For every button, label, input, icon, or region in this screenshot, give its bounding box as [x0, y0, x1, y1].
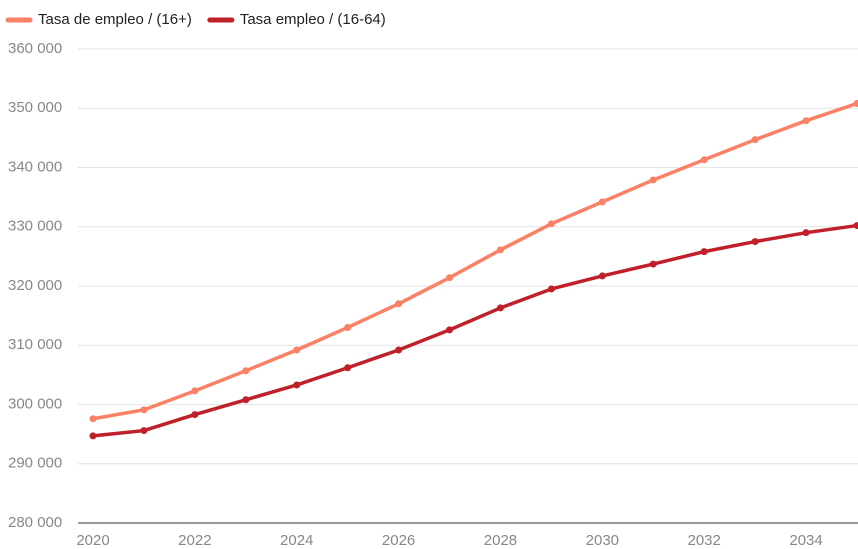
data-point [751, 238, 759, 246]
data-point [802, 117, 810, 125]
data-point [395, 300, 403, 308]
data-point [191, 411, 199, 419]
data-point [598, 272, 606, 280]
data-point [700, 248, 708, 256]
y-tick-label: 340 000 [8, 158, 62, 175]
data-point [446, 274, 454, 282]
data-point [446, 326, 454, 334]
data-point [89, 432, 97, 440]
data-point [496, 304, 504, 312]
y-tick-label: 320 000 [8, 277, 62, 294]
legend-label: Tasa empleo / (16-64) [240, 11, 386, 28]
y-tick-label: 360 000 [8, 40, 62, 57]
data-point [802, 229, 810, 237]
x-tick-label: 2020 [76, 532, 109, 549]
data-point [547, 285, 555, 293]
data-point [242, 396, 250, 404]
y-tick-label: 290 000 [8, 455, 62, 472]
data-point [89, 415, 97, 423]
data-point [751, 136, 759, 144]
x-tick-label: 2030 [586, 532, 619, 549]
series-line [92, 101, 858, 421]
data-point [496, 246, 504, 254]
data-point [700, 156, 708, 164]
data-point [140, 427, 148, 435]
x-tick-label: 2034 [789, 532, 822, 549]
data-point [547, 220, 555, 228]
data-point [853, 100, 858, 108]
data-point [598, 198, 606, 206]
y-tick-label: 350 000 [8, 99, 62, 116]
x-tick-label: 2022 [178, 532, 211, 549]
x-tick-label: 2024 [280, 532, 313, 549]
data-point [242, 367, 250, 375]
y-tick-label: 330 000 [8, 218, 62, 235]
data-point [395, 346, 403, 354]
series-line [92, 223, 858, 438]
data-point [191, 387, 199, 395]
y-tick-label: 280 000 [8, 514, 62, 531]
data-point [853, 222, 858, 230]
data-point [344, 364, 352, 372]
y-tick-label: 310 000 [8, 336, 62, 353]
data-point [140, 406, 148, 414]
x-tick-label: 2026 [382, 532, 415, 549]
x-tick-label: 2032 [688, 532, 721, 549]
data-point [649, 260, 657, 268]
data-point [293, 346, 301, 354]
legend-label: Tasa de empleo / (16+) [38, 11, 192, 28]
data-point [649, 176, 657, 184]
y-tick-label: 300 000 [8, 395, 62, 412]
x-tick-label: 2028 [484, 532, 517, 549]
data-point [344, 323, 352, 331]
data-point [293, 381, 301, 389]
